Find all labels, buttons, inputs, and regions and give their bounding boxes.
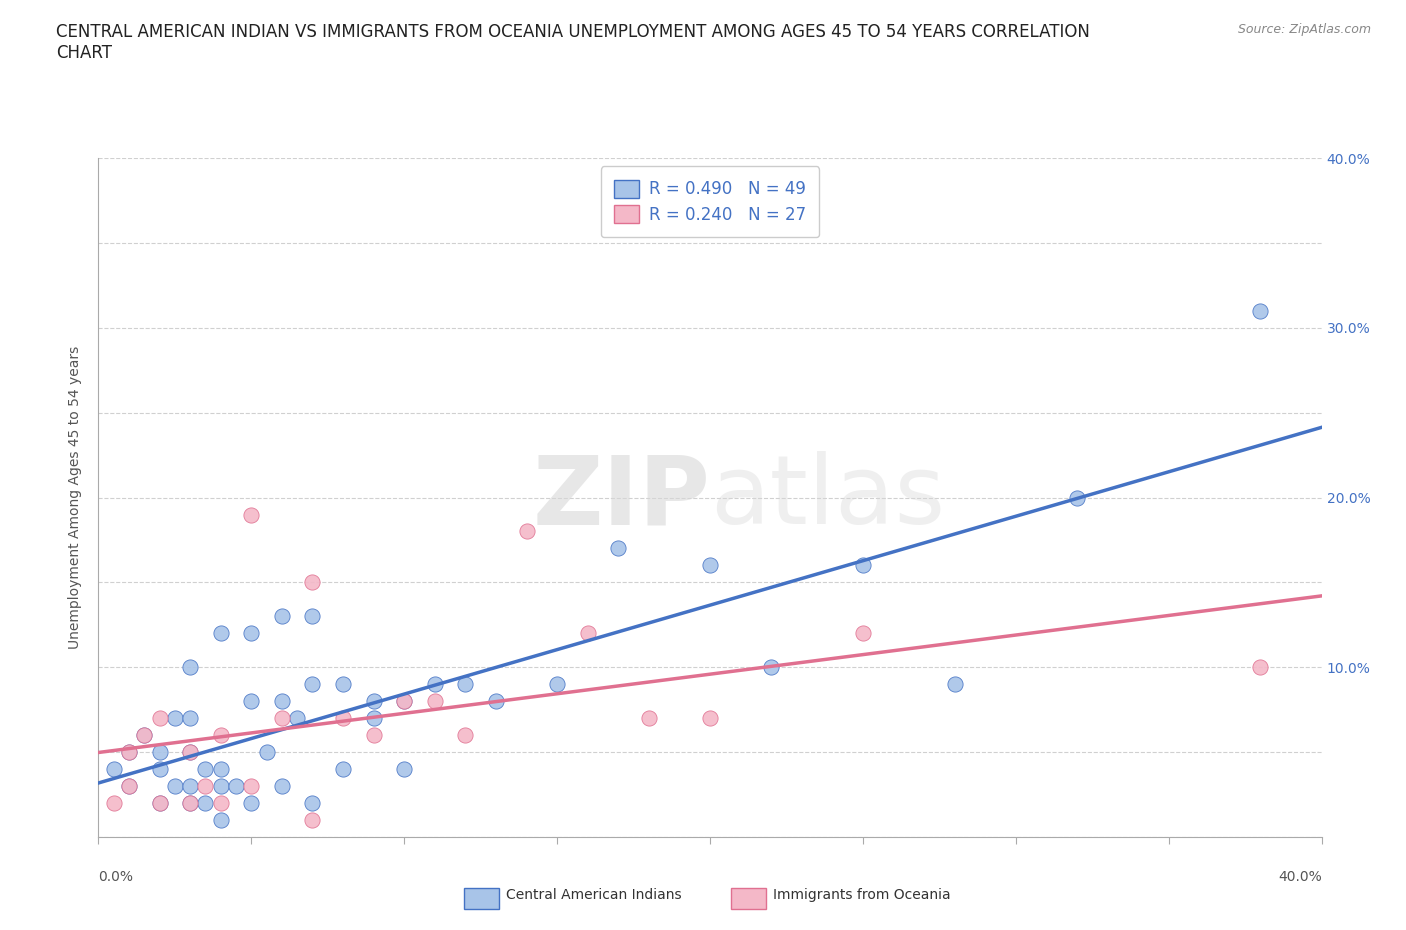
- Point: [163, 711, 186, 725]
- Point: [240, 796, 263, 811]
- Point: [392, 694, 416, 709]
- Text: Central American Indians: Central American Indians: [506, 887, 682, 902]
- Point: [301, 796, 323, 811]
- Point: [516, 525, 538, 539]
- Point: [118, 778, 141, 793]
- Point: [209, 762, 232, 777]
- Point: [637, 711, 661, 725]
- Point: [270, 711, 292, 725]
- Point: [134, 727, 156, 742]
- Point: [943, 677, 966, 692]
- Point: [301, 575, 323, 590]
- Text: CENTRAL AMERICAN INDIAN VS IMMIGRANTS FROM OCEANIA UNEMPLOYMENT AMONG AGES 45 TO: CENTRAL AMERICAN INDIAN VS IMMIGRANTS FR…: [56, 23, 1090, 41]
- Point: [454, 677, 477, 692]
- Point: [1249, 303, 1271, 318]
- Point: [392, 762, 416, 777]
- Point: [301, 813, 323, 828]
- Point: [118, 745, 141, 760]
- Point: [209, 796, 232, 811]
- Point: [852, 626, 875, 641]
- Text: atlas: atlas: [710, 451, 945, 544]
- Point: [240, 507, 263, 522]
- Point: [209, 778, 232, 793]
- Point: [134, 727, 156, 742]
- Point: [607, 541, 630, 556]
- Point: [1249, 660, 1271, 675]
- Point: [852, 558, 875, 573]
- Text: Source: ZipAtlas.com: Source: ZipAtlas.com: [1237, 23, 1371, 36]
- Point: [209, 727, 232, 742]
- Point: [118, 778, 141, 793]
- Point: [179, 796, 201, 811]
- Text: ZIP: ZIP: [531, 451, 710, 544]
- Point: [363, 711, 385, 725]
- Y-axis label: Unemployment Among Ages 45 to 54 years: Unemployment Among Ages 45 to 54 years: [69, 346, 83, 649]
- Point: [546, 677, 568, 692]
- Point: [270, 694, 292, 709]
- Point: [149, 745, 172, 760]
- Text: CHART: CHART: [56, 44, 112, 61]
- Text: Immigrants from Oceania: Immigrants from Oceania: [773, 887, 950, 902]
- Point: [301, 677, 323, 692]
- Point: [270, 609, 292, 624]
- Point: [270, 778, 292, 793]
- Point: [285, 711, 308, 725]
- Point: [332, 677, 354, 692]
- Point: [194, 796, 217, 811]
- Point: [423, 694, 446, 709]
- Point: [363, 694, 385, 709]
- Point: [103, 796, 125, 811]
- Point: [149, 796, 172, 811]
- Point: [194, 762, 217, 777]
- Point: [759, 660, 782, 675]
- Point: [332, 762, 354, 777]
- Point: [179, 778, 201, 793]
- Point: [363, 727, 385, 742]
- Text: 0.0%: 0.0%: [98, 870, 134, 884]
- Point: [179, 660, 201, 675]
- Point: [454, 727, 477, 742]
- Legend: R = 0.490   N = 49, R = 0.240   N = 27: R = 0.490 N = 49, R = 0.240 N = 27: [600, 166, 820, 237]
- Point: [209, 813, 232, 828]
- Point: [209, 626, 232, 641]
- Point: [392, 694, 416, 709]
- Point: [225, 778, 247, 793]
- Point: [179, 796, 201, 811]
- Point: [332, 711, 354, 725]
- Point: [149, 762, 172, 777]
- Point: [699, 711, 721, 725]
- Point: [485, 694, 508, 709]
- Point: [699, 558, 721, 573]
- Point: [179, 745, 201, 760]
- Point: [240, 778, 263, 793]
- Point: [149, 711, 172, 725]
- Point: [118, 745, 141, 760]
- Point: [301, 609, 323, 624]
- Point: [103, 762, 125, 777]
- Point: [149, 796, 172, 811]
- Text: 40.0%: 40.0%: [1278, 870, 1322, 884]
- Point: [179, 711, 201, 725]
- Point: [163, 778, 186, 793]
- Point: [423, 677, 446, 692]
- Point: [194, 778, 217, 793]
- Point: [240, 694, 263, 709]
- Point: [256, 745, 278, 760]
- Point: [576, 626, 599, 641]
- Point: [179, 745, 201, 760]
- Point: [240, 626, 263, 641]
- Point: [1066, 490, 1088, 505]
